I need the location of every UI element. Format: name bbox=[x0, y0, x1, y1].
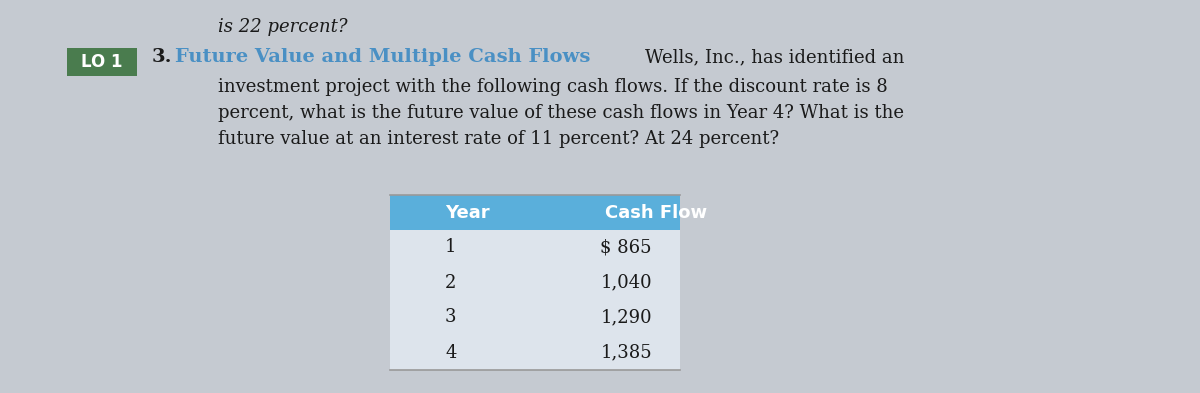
Text: 3.: 3. bbox=[152, 48, 173, 66]
Text: Cash Flow: Cash Flow bbox=[605, 204, 707, 222]
Text: 1,040: 1,040 bbox=[600, 274, 652, 292]
Text: 1: 1 bbox=[445, 239, 456, 257]
Text: Year: Year bbox=[445, 204, 490, 222]
Text: investment project with the following cash flows. If the discount rate is 8: investment project with the following ca… bbox=[218, 78, 888, 96]
Text: Future Value and Multiple Cash Flows: Future Value and Multiple Cash Flows bbox=[175, 48, 590, 66]
Text: is 22 percent?: is 22 percent? bbox=[218, 18, 348, 36]
Text: 4: 4 bbox=[445, 343, 456, 362]
Text: percent, what is the future value of these cash flows in Year 4? What is the: percent, what is the future value of the… bbox=[218, 104, 904, 122]
Bar bbox=[390, 230, 680, 370]
Text: LO 1: LO 1 bbox=[82, 53, 122, 71]
Text: $ 865: $ 865 bbox=[600, 239, 652, 257]
Text: future value at an interest rate of 11 percent? At 24 percent?: future value at an interest rate of 11 p… bbox=[218, 130, 779, 148]
Text: 2: 2 bbox=[445, 274, 456, 292]
Text: 1,385: 1,385 bbox=[600, 343, 652, 362]
Bar bbox=[390, 195, 680, 230]
Text: Wells, Inc., has identified an: Wells, Inc., has identified an bbox=[646, 48, 905, 66]
Text: 1,290: 1,290 bbox=[600, 309, 652, 327]
Bar bbox=[67, 48, 137, 76]
Text: 3: 3 bbox=[445, 309, 456, 327]
